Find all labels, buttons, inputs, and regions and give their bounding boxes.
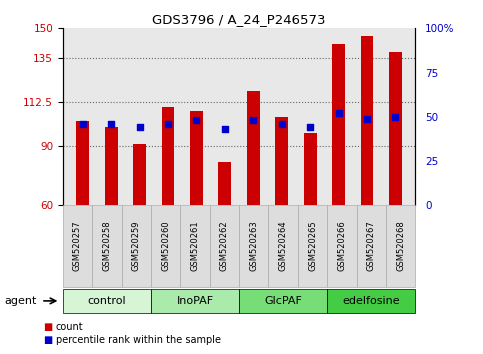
Text: GSM520267: GSM520267 <box>367 221 376 272</box>
Point <box>249 118 257 123</box>
Text: GlcPAF: GlcPAF <box>264 296 302 306</box>
Text: control: control <box>87 296 126 306</box>
Text: GSM520258: GSM520258 <box>102 221 112 272</box>
Text: ■: ■ <box>43 335 53 345</box>
Text: edelfosine: edelfosine <box>342 296 400 306</box>
Bar <box>218 162 231 205</box>
Bar <box>76 121 89 205</box>
Point <box>79 121 86 127</box>
Text: GSM520259: GSM520259 <box>132 221 141 271</box>
Point <box>107 121 115 127</box>
Point <box>392 114 399 120</box>
Text: count: count <box>56 322 83 332</box>
Point <box>221 126 229 132</box>
Text: GSM520260: GSM520260 <box>161 221 170 272</box>
Text: GSM520262: GSM520262 <box>220 221 229 272</box>
Bar <box>361 36 373 205</box>
Bar <box>389 52 402 205</box>
Bar <box>332 44 345 205</box>
Bar <box>105 127 117 205</box>
Title: GDS3796 / A_24_P246573: GDS3796 / A_24_P246573 <box>152 13 326 26</box>
Point <box>278 121 285 127</box>
Text: percentile rank within the sample: percentile rank within the sample <box>56 335 221 345</box>
Point <box>164 121 172 127</box>
Point <box>193 118 200 123</box>
Text: GSM520264: GSM520264 <box>279 221 288 272</box>
Bar <box>133 144 146 205</box>
Text: GSM520257: GSM520257 <box>73 221 82 272</box>
Bar <box>190 111 203 205</box>
Text: agent: agent <box>5 296 37 306</box>
Bar <box>275 117 288 205</box>
Point <box>306 125 314 130</box>
Point <box>363 116 371 121</box>
Point <box>136 125 143 130</box>
Text: GSM520266: GSM520266 <box>338 221 346 272</box>
Bar <box>162 107 174 205</box>
Text: GSM520268: GSM520268 <box>396 221 405 272</box>
Text: GSM520265: GSM520265 <box>308 221 317 272</box>
Text: ■: ■ <box>43 322 53 332</box>
Bar <box>304 132 316 205</box>
Bar <box>247 91 260 205</box>
Text: GSM520263: GSM520263 <box>249 221 258 272</box>
Text: InoPAF: InoPAF <box>176 296 213 306</box>
Text: GSM520261: GSM520261 <box>190 221 199 272</box>
Point <box>335 110 342 116</box>
